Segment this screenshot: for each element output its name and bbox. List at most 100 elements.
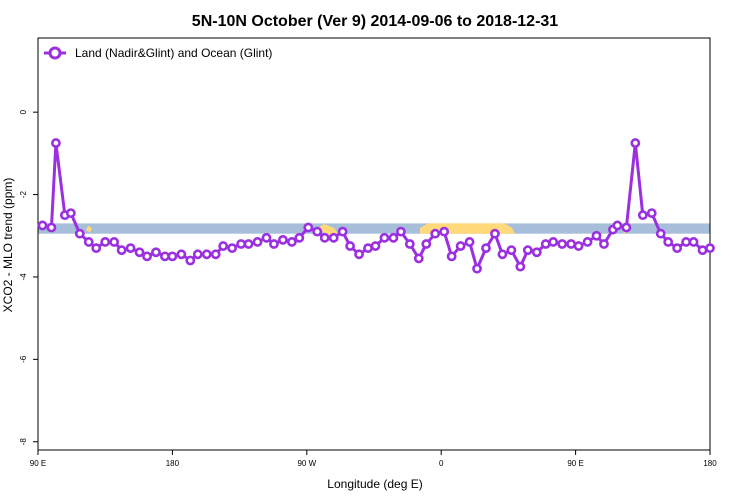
- data-point: [46, 222, 57, 233]
- data-point: [439, 226, 450, 237]
- data-point: [100, 237, 111, 247]
- data-point: [37, 220, 48, 231]
- data-point: [637, 210, 648, 221]
- legend-marker: [48, 46, 62, 60]
- x-tick-label: 180: [703, 459, 717, 468]
- data-point: [591, 230, 602, 241]
- land-patch: [86, 225, 92, 233]
- data-point: [312, 226, 323, 237]
- data-point: [681, 237, 692, 247]
- data-point: [134, 247, 145, 258]
- data-point: [455, 241, 466, 251]
- x-tick-label: 180: [166, 459, 180, 468]
- data-point: [167, 251, 178, 262]
- data-point: [490, 228, 500, 239]
- data-point: [663, 237, 674, 247]
- x-tick-label: 90 E: [567, 459, 583, 468]
- data-point: [252, 237, 263, 247]
- data-point: [151, 247, 161, 258]
- data-point: [236, 239, 246, 249]
- data-point: [243, 239, 254, 249]
- data-point: [210, 249, 221, 260]
- data-point: [395, 226, 406, 237]
- data-point: [337, 226, 348, 237]
- data-point: [540, 239, 551, 249]
- data-point: [522, 245, 533, 256]
- series-layer: [37, 138, 715, 274]
- data-point: [388, 232, 399, 243]
- data-point: [582, 237, 593, 247]
- data-point: [655, 228, 666, 239]
- data-point: [404, 239, 415, 249]
- data-point: [319, 232, 330, 243]
- data-point: [464, 237, 475, 247]
- data-point: [328, 232, 339, 243]
- data-point: [176, 249, 187, 260]
- data-point: [566, 239, 577, 249]
- data-point: [142, 251, 152, 262]
- y-tick-label: -4: [19, 273, 28, 281]
- y-tick-label: -8: [19, 438, 28, 446]
- x-axis-title: Longitude (deg E): [327, 477, 422, 491]
- data-point: [160, 251, 170, 262]
- data-point: [672, 243, 683, 254]
- data-point: [286, 237, 297, 247]
- data-point: [185, 255, 196, 266]
- data-point: [201, 249, 212, 260]
- x-tick-label: 0: [439, 459, 444, 468]
- data-point: [218, 241, 229, 251]
- data-point: [548, 237, 559, 247]
- chart-title: 5N-10N October (Ver 9) 2014-09-06 to 201…: [192, 13, 559, 30]
- data-point: [697, 245, 708, 256]
- data-point: [531, 247, 542, 258]
- data-point: [261, 232, 272, 243]
- data-point: [65, 208, 76, 218]
- data-point: [269, 239, 279, 249]
- data-point: [612, 220, 623, 231]
- data-point: [294, 232, 305, 243]
- data-point: [705, 243, 715, 254]
- legend-label: Land (Nadir&Glint) and Ocean (Glint): [75, 46, 272, 60]
- y-tick-label: -2: [19, 190, 28, 198]
- data-point: [430, 228, 441, 239]
- data-point: [345, 241, 356, 251]
- data-point: [109, 237, 120, 247]
- x-tick-label: 90 E: [30, 459, 46, 468]
- y-tick-label: 0: [19, 109, 28, 114]
- legend: Land (Nadir&Glint) and Ocean (Glint): [44, 46, 272, 60]
- data-point: [83, 237, 94, 247]
- data-point: [481, 243, 491, 254]
- data-point: [413, 253, 424, 264]
- data-point: [363, 243, 373, 254]
- data-point: [354, 249, 364, 260]
- data-point: [125, 243, 136, 254]
- data-point: [51, 138, 61, 148]
- data-point: [421, 239, 432, 249]
- data-point: [116, 245, 127, 256]
- data-point: [646, 208, 657, 218]
- data-point: [446, 251, 457, 262]
- data-point: [599, 239, 609, 249]
- data-point: [227, 243, 238, 254]
- ocean-band: [38, 223, 710, 234]
- data-point: [621, 222, 632, 233]
- axis-ticks: 90 E 180 90 W 0 90 E 180 0 -2 -4 -6 -8: [19, 109, 717, 468]
- data-point: [472, 263, 482, 274]
- data-point: [630, 138, 641, 148]
- data-point: [91, 243, 102, 254]
- data-point: [278, 234, 288, 245]
- data-point: [379, 232, 390, 243]
- data-point: [192, 249, 203, 260]
- data-point: [506, 245, 517, 256]
- x-tick-label: 90 W: [297, 459, 316, 468]
- data-point: [370, 241, 381, 251]
- data-point: [557, 239, 568, 249]
- y-axis-title: XCO2 - MLO trend (ppm): [1, 178, 15, 313]
- data-point: [74, 228, 85, 239]
- data-point: [688, 237, 699, 247]
- data-point: [497, 249, 508, 260]
- data-point: [303, 222, 314, 233]
- data-point: [515, 261, 526, 272]
- data-point: [573, 241, 584, 251]
